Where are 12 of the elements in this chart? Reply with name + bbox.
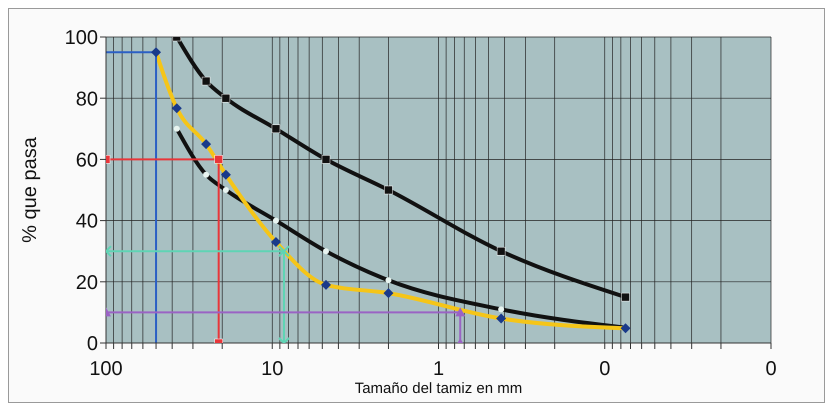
y-tick-label: 0	[86, 333, 98, 356]
x-tick-label: 10	[261, 358, 284, 380]
x-tick-label: 1	[432, 358, 444, 380]
y-tick-label: 100	[64, 27, 98, 50]
y-tick-label: 60	[76, 150, 98, 172]
y-tick-label: 80	[76, 88, 98, 110]
y-tick-label: 20	[76, 272, 98, 294]
y-axis-title: % que pasa	[19, 136, 42, 243]
x-axis-title: Tamaño del tamiz en mm	[354, 380, 522, 397]
x-tick-label: 0	[765, 358, 777, 380]
y-tick-label: 40	[76, 210, 98, 233]
x-tick-label: 0	[599, 358, 610, 380]
